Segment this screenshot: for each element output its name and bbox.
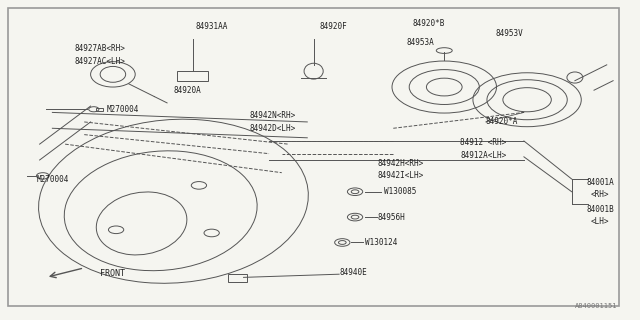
Text: 84953A: 84953A: [406, 38, 434, 47]
Text: 84942D<LH>: 84942D<LH>: [250, 124, 296, 133]
Text: 84927AB<RH>: 84927AB<RH>: [75, 44, 125, 53]
Text: 84920*B: 84920*B: [412, 19, 445, 28]
Text: 84927AC<LH>: 84927AC<LH>: [75, 57, 125, 66]
Text: 84942I<LH>: 84942I<LH>: [378, 172, 424, 180]
Text: W130124: W130124: [365, 238, 397, 247]
Text: 84931AA: 84931AA: [196, 22, 228, 31]
Text: 84001A: 84001A: [586, 178, 614, 187]
Text: 84942H<RH>: 84942H<RH>: [378, 159, 424, 168]
Text: A840001151: A840001151: [575, 303, 618, 309]
Text: 84920*A: 84920*A: [486, 117, 518, 126]
Text: 84920A: 84920A: [173, 86, 201, 95]
Text: 84001B: 84001B: [586, 205, 614, 214]
FancyBboxPatch shape: [8, 8, 620, 306]
Text: M270004: M270004: [106, 105, 139, 114]
Text: 84953V: 84953V: [495, 28, 523, 38]
Text: 84940E: 84940E: [339, 268, 367, 277]
Text: <RH>: <RH>: [591, 190, 609, 199]
Text: 84942N<RH>: 84942N<RH>: [250, 111, 296, 120]
Text: 84920F: 84920F: [320, 22, 348, 31]
Text: 84912A<LH>: 84912A<LH>: [460, 151, 506, 160]
Text: 84956H: 84956H: [378, 212, 405, 222]
Text: M270004: M270004: [36, 174, 69, 184]
Text: FRONT: FRONT: [100, 269, 125, 278]
Text: 84912 <RH>: 84912 <RH>: [460, 138, 506, 147]
Text: <LH>: <LH>: [591, 217, 609, 226]
Text: W130085: W130085: [384, 187, 416, 196]
